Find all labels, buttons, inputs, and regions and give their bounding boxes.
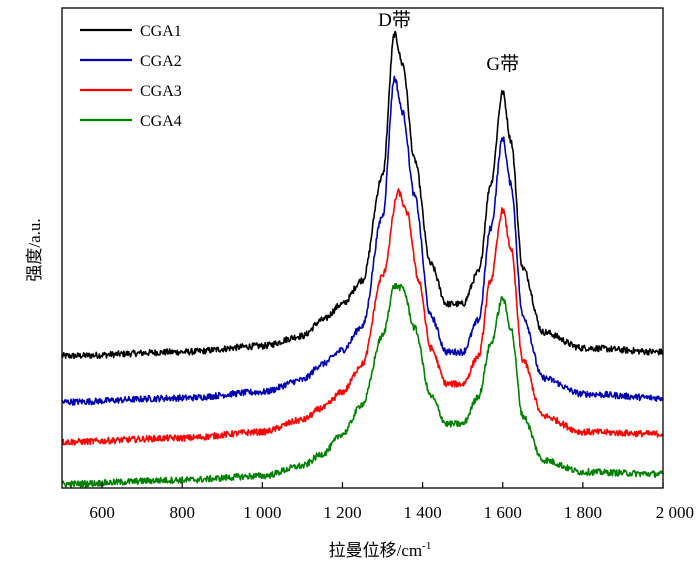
series-line-cga3 (61, 188, 664, 446)
x-tick-label-800: 800 (169, 503, 195, 522)
legend-label-cga2: CGA2 (140, 53, 182, 70)
legend-label-cga3: CGA3 (140, 83, 182, 100)
legend: CGA1 CGA2 CGA3 CGA4 (80, 23, 182, 130)
x-axis-title-main: 拉曼位移/cm (329, 541, 423, 560)
series-line-cga4 (61, 282, 664, 488)
legend-label-cga4: CGA4 (140, 113, 182, 130)
x-tick-label-2000: 2 000 (656, 503, 694, 522)
x-tick-label-1800: 1 800 (564, 503, 602, 522)
x-tick-label-1600: 1 600 (484, 503, 522, 522)
annotation-d-band: D带 (378, 9, 411, 31)
x-axis-title: 拉曼位移/cm-1 (329, 540, 432, 560)
x-tick-label-1200: 1 200 (323, 503, 361, 522)
x-axis-title-superscript: -1 (422, 540, 431, 552)
x-axis-ticks: 600 800 1 000 1 200 1 400 1 600 1 800 2 000 (89, 482, 694, 522)
x-tick-label-1400: 1 400 (403, 503, 441, 522)
series-line-cga2 (61, 75, 664, 406)
series-layer (61, 30, 664, 488)
legend-label-cga1: CGA1 (140, 23, 182, 40)
x-tick-label-1000: 1 000 (243, 503, 281, 522)
y-axis-title: 强度/a.u. (25, 218, 44, 281)
series-line-cga1 (61, 30, 664, 360)
x-tick-label-600: 600 (89, 503, 115, 522)
plot-frame (61, 7, 664, 489)
annotation-g-band: G带 (486, 53, 519, 75)
